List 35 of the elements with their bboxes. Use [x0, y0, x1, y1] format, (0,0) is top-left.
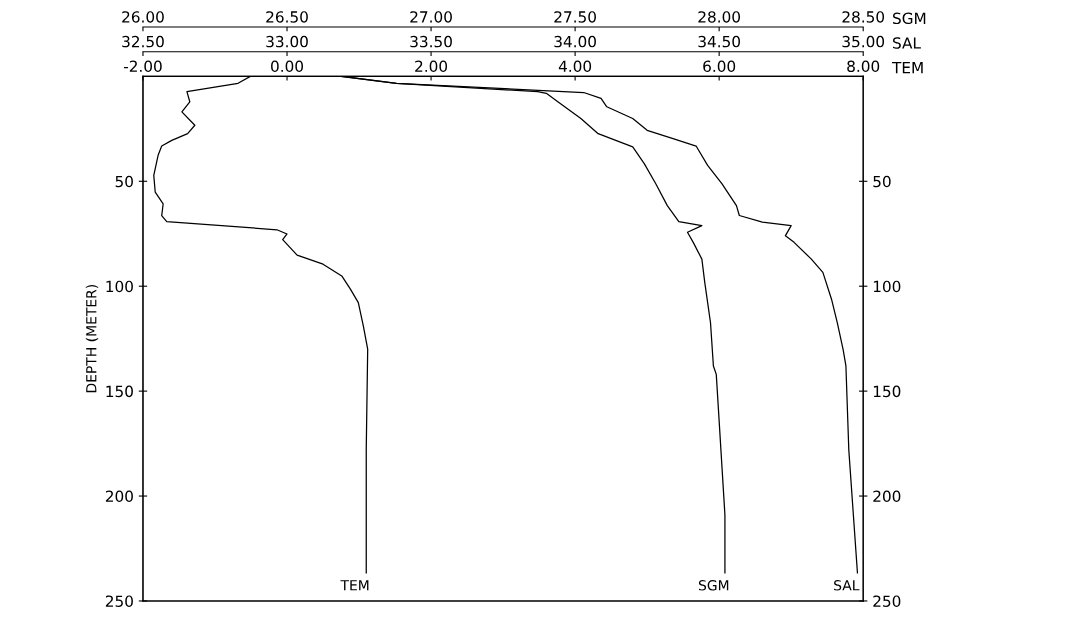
x-tick-label: 0.00: [271, 60, 304, 73]
y-tick-label: 200: [105, 490, 133, 503]
y-tick-label: 150: [106, 385, 133, 398]
x-tick-label: 26.50: [266, 11, 308, 23]
x-tick-label: 34.50: [698, 35, 741, 48]
x-axis-title: SAL: [893, 37, 921, 49]
y-tick-label: 100: [106, 280, 133, 293]
series-label: TEM: [340, 580, 369, 591]
x-tick-label: 32.50: [122, 35, 164, 48]
x-tick-label: 33.00: [266, 35, 308, 48]
x-axis-title: SGM: [893, 12, 926, 25]
x-tick-label: 28.50: [842, 11, 885, 23]
y-tick-label: 250: [105, 595, 133, 607]
x-tick-label: 35.00: [842, 35, 885, 48]
x-tick-label: 4.00: [558, 60, 592, 73]
x-tick-label: 33.50: [410, 35, 452, 48]
x-tick-label: -2.00: [123, 60, 162, 73]
y2-tick-label: 150: [873, 385, 901, 398]
y-tick-label: 50: [115, 175, 133, 188]
x-tick-label: 26.00: [122, 11, 164, 23]
x-axis-title: TEM: [891, 62, 923, 74]
x-tick-label: 34.00: [554, 35, 596, 48]
y2-tick-label: 250: [873, 595, 901, 607]
y-axis-title: DEPTH (METER): [85, 285, 99, 393]
series-label: SAL: [834, 580, 860, 591]
y2-tick-label: 200: [873, 490, 901, 503]
y2-tick-label: 50: [873, 175, 891, 188]
x-tick-label: 27.50: [554, 11, 596, 23]
x-tick-label: 6.00: [703, 60, 736, 73]
x-tick-label: 8.00: [847, 60, 880, 73]
y2-tick-label: 100: [873, 280, 901, 293]
series-label: SGM: [698, 580, 729, 591]
x-tick-label: 28.00: [698, 11, 741, 23]
x-tick-label: 2.00: [415, 60, 448, 73]
x-tick-label: 27.00: [410, 11, 452, 23]
